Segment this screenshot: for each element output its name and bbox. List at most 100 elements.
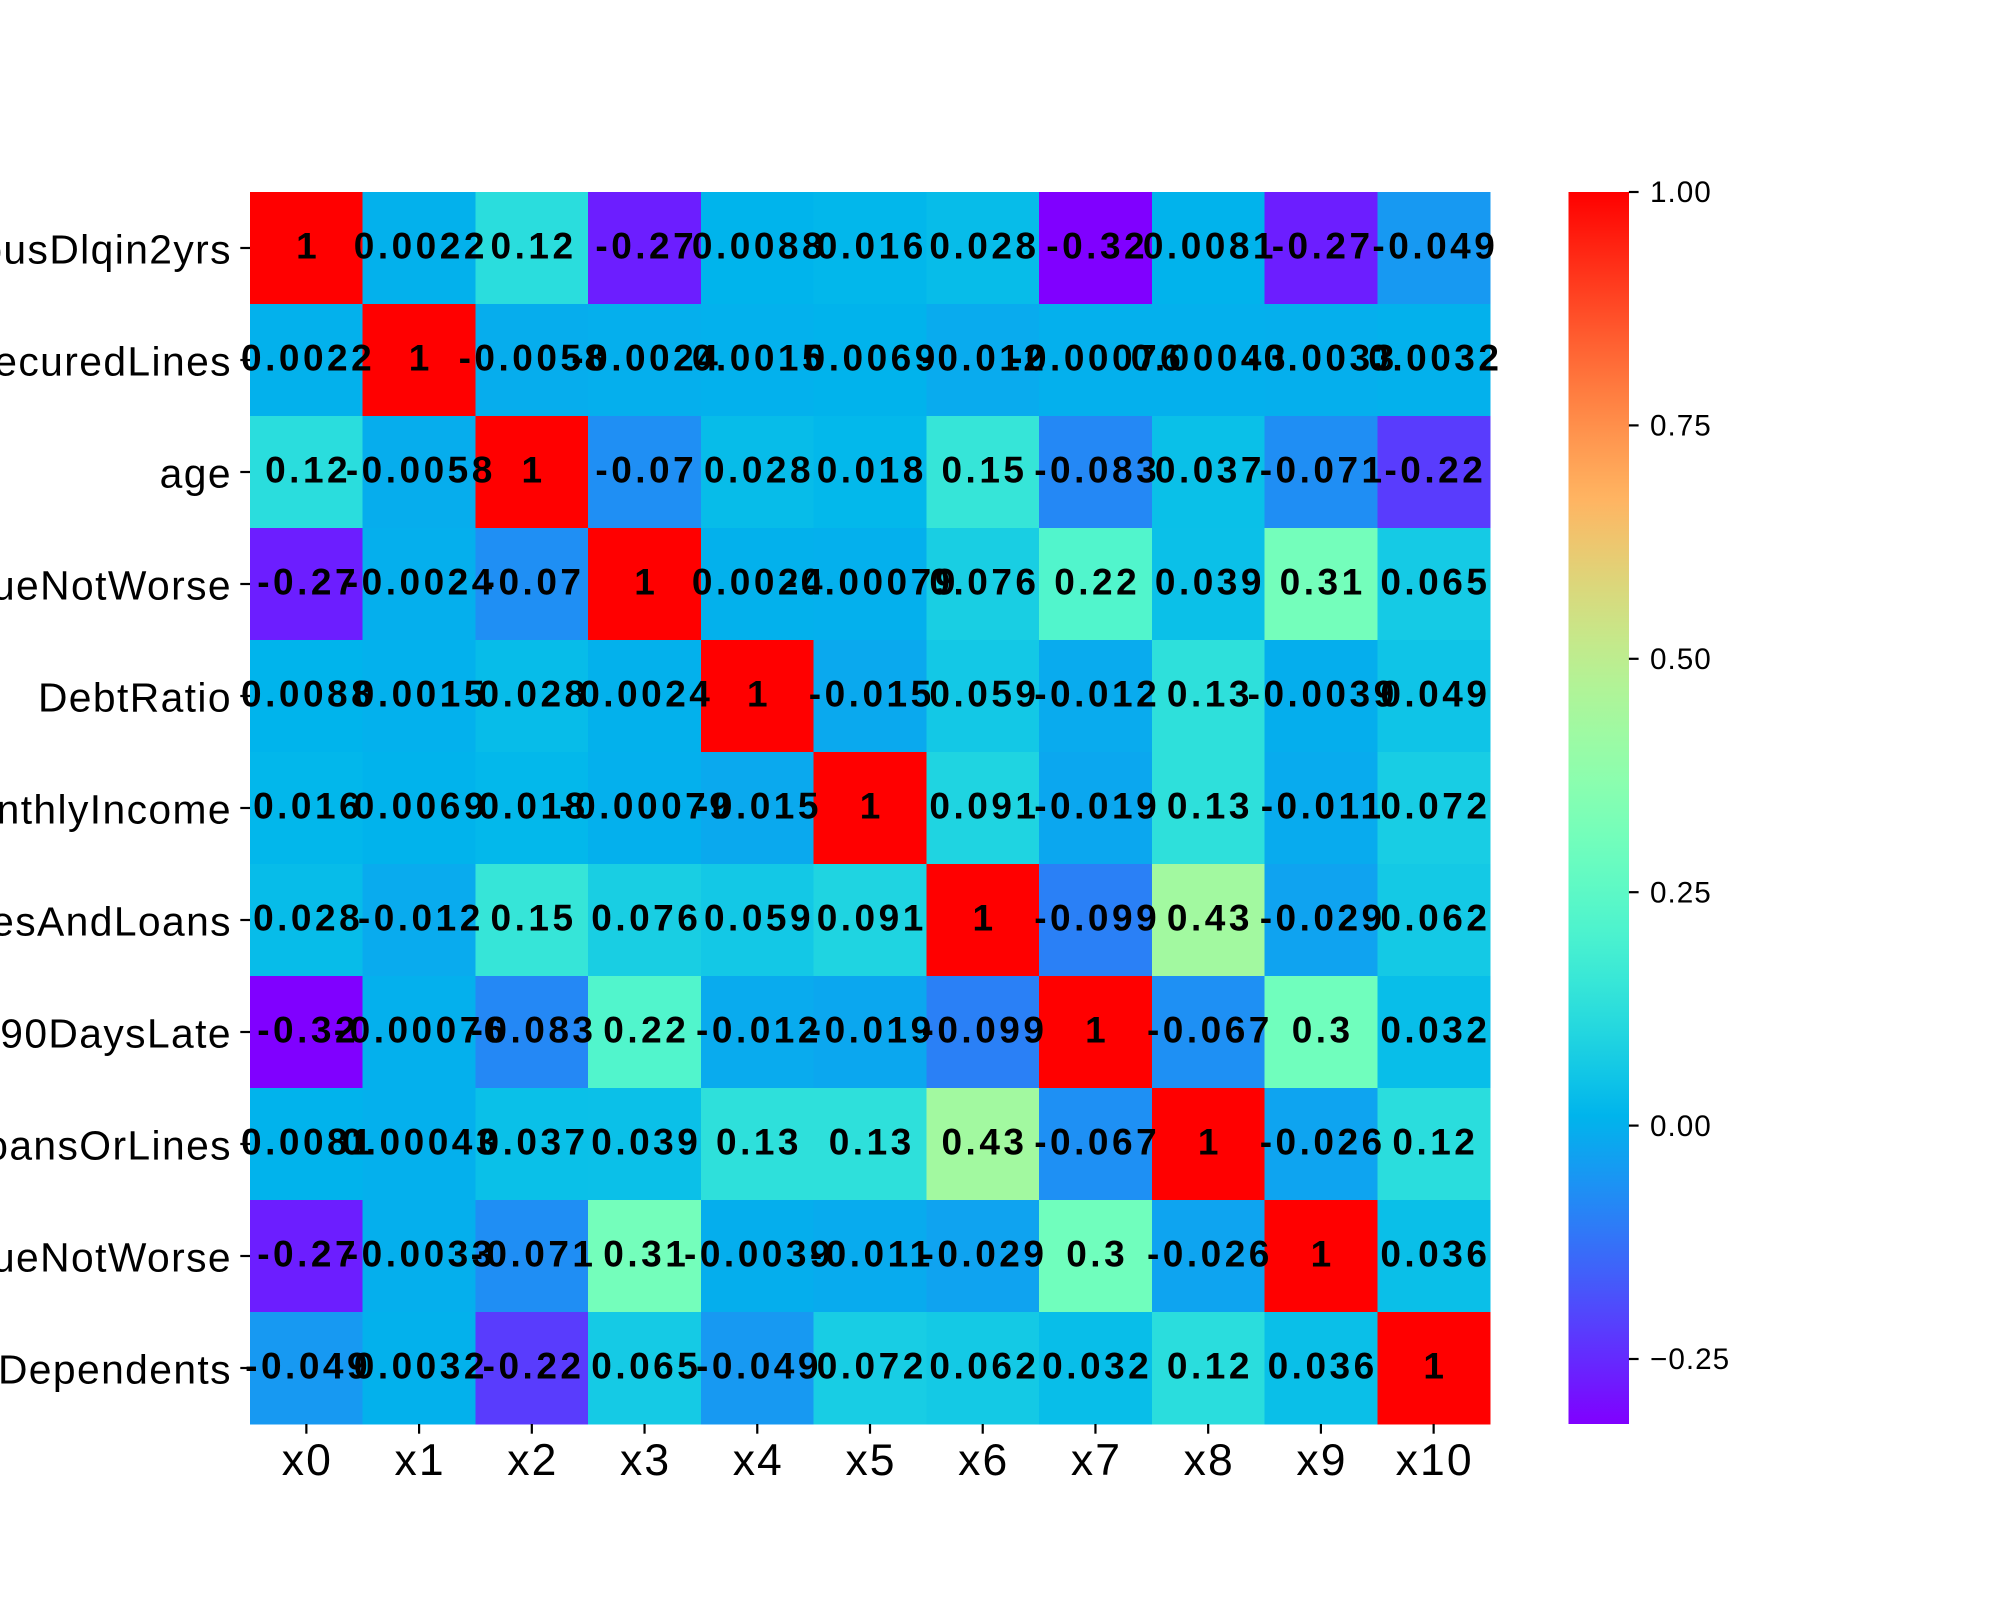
svg-text:-0.27: -0.27 xyxy=(595,225,697,266)
svg-text:-0.026: -0.026 xyxy=(1147,1233,1273,1274)
svg-text:0.0015: 0.0015 xyxy=(354,673,488,714)
svg-text:0.062: 0.062 xyxy=(929,1345,1039,1386)
svg-text:-0.019: -0.019 xyxy=(809,1009,935,1050)
svg-text:x9: x9 xyxy=(1296,1436,1347,1485)
svg-text:x7: x7 xyxy=(1071,1436,1122,1485)
svg-text:0.037: 0.037 xyxy=(1155,449,1265,490)
svg-text:MonthlyIncome: MonthlyIncome xyxy=(0,787,232,833)
svg-text:0.12: 0.12 xyxy=(1167,1345,1253,1386)
svg-text:-0.22: -0.22 xyxy=(483,1345,585,1386)
svg-text:NumberOfTimes90DaysLate: NumberOfTimes90DaysLate xyxy=(0,1011,232,1057)
svg-text:-0.32: -0.32 xyxy=(257,1009,359,1050)
svg-text:0.31: 0.31 xyxy=(1280,561,1366,602)
svg-text:-0.0039: -0.0039 xyxy=(684,1233,834,1274)
svg-text:x8: x8 xyxy=(1184,1436,1235,1485)
svg-text:x6: x6 xyxy=(958,1436,1009,1485)
svg-text:NumberOfTime60-89DaysPastDueNo: NumberOfTime60-89DaysPastDueNotWorse xyxy=(0,1235,232,1281)
svg-text:0.13: 0.13 xyxy=(1167,785,1253,826)
svg-text:0.0022: 0.0022 xyxy=(241,337,375,378)
svg-text:-0.32: -0.32 xyxy=(1046,225,1148,266)
svg-text:-0.071: -0.071 xyxy=(471,1233,597,1274)
svg-text:x10: x10 xyxy=(1396,1436,1474,1485)
svg-text:0.032: 0.032 xyxy=(1042,1345,1152,1386)
svg-text:-0.071: -0.071 xyxy=(1260,449,1386,490)
svg-text:0.028: 0.028 xyxy=(929,225,1039,266)
svg-text:0.036: 0.036 xyxy=(1380,1233,1490,1274)
svg-text:0.25: 0.25 xyxy=(1650,876,1712,909)
svg-text:0.43: 0.43 xyxy=(941,1121,1027,1162)
svg-text:0.065: 0.065 xyxy=(591,1345,701,1386)
svg-text:-0.029: -0.029 xyxy=(1260,897,1386,938)
svg-text:0.062: 0.062 xyxy=(1380,897,1490,938)
svg-text:0.091: 0.091 xyxy=(929,785,1039,826)
svg-text:x0: x0 xyxy=(282,1436,333,1485)
svg-text:0.039: 0.039 xyxy=(1155,561,1265,602)
svg-text:NumberOfOpenCreditLinesAndLoan: NumberOfOpenCreditLinesAndLoans xyxy=(0,899,232,945)
svg-text:0.032: 0.032 xyxy=(1380,1009,1490,1050)
svg-text:0.0088: 0.0088 xyxy=(241,673,375,714)
svg-text:-0.026: -0.026 xyxy=(1260,1121,1386,1162)
svg-text:0.50: 0.50 xyxy=(1650,643,1712,676)
svg-text:-0.22: -0.22 xyxy=(1384,449,1486,490)
svg-text:1: 1 xyxy=(1311,1233,1335,1274)
svg-text:-0.0033: -0.0033 xyxy=(346,1233,496,1274)
svg-text:-0.0058: -0.0058 xyxy=(459,337,609,378)
svg-text:0.076: 0.076 xyxy=(929,561,1039,602)
svg-text:0.00: 0.00 xyxy=(1650,1110,1712,1143)
svg-text:0.016: 0.016 xyxy=(817,225,927,266)
svg-text:-0.0033: -0.0033 xyxy=(1248,337,1398,378)
svg-text:1: 1 xyxy=(1423,1345,1447,1386)
svg-text:-0.099: -0.099 xyxy=(922,1009,1048,1050)
svg-text:-0.083: -0.083 xyxy=(1034,449,1160,490)
svg-text:-0.067: -0.067 xyxy=(1034,1121,1160,1162)
svg-text:0.028: 0.028 xyxy=(253,897,363,938)
svg-text:0.049: 0.049 xyxy=(1380,673,1490,714)
svg-text:-0.015: -0.015 xyxy=(696,785,822,826)
svg-text:0.0032: 0.0032 xyxy=(354,1345,488,1386)
svg-text:0.13: 0.13 xyxy=(829,1121,915,1162)
svg-text:SeriousDlqin2yrs: SeriousDlqin2yrs xyxy=(0,227,232,273)
svg-text:1.00: 1.00 xyxy=(1650,176,1712,209)
svg-text:-0.0039: -0.0039 xyxy=(1248,673,1398,714)
svg-text:RevolvingUtilizationOfUnsecure: RevolvingUtilizationOfUnsecuredLines xyxy=(0,339,232,385)
svg-text:1: 1 xyxy=(972,897,996,938)
svg-text:0.15: 0.15 xyxy=(491,897,577,938)
svg-text:0.0022: 0.0022 xyxy=(354,225,488,266)
svg-text:1: 1 xyxy=(409,337,433,378)
svg-text:-0.011: -0.011 xyxy=(810,1233,934,1274)
svg-text:x4: x4 xyxy=(733,1436,784,1485)
svg-text:0.00043: 0.00043 xyxy=(1131,337,1289,378)
svg-text:-0.00076: -0.00076 xyxy=(1010,337,1184,378)
svg-text:NumberOfDependents: NumberOfDependents xyxy=(0,1347,232,1393)
svg-text:1: 1 xyxy=(860,785,884,826)
svg-text:0.037: 0.037 xyxy=(479,1121,589,1162)
svg-text:1: 1 xyxy=(634,561,658,602)
svg-text:0.0088: 0.0088 xyxy=(692,225,826,266)
svg-text:NumberOfTime30-59DaysPastDueNo: NumberOfTime30-59DaysPastDueNotWorse xyxy=(0,563,232,609)
svg-text:0.018: 0.018 xyxy=(479,785,589,826)
svg-text:0.13: 0.13 xyxy=(1167,673,1253,714)
svg-text:0.22: 0.22 xyxy=(1054,561,1140,602)
svg-text:0.12: 0.12 xyxy=(1392,1121,1478,1162)
svg-text:1: 1 xyxy=(747,673,771,714)
svg-text:-0.0058: -0.0058 xyxy=(346,449,496,490)
svg-text:-0.00076: -0.00076 xyxy=(334,1009,508,1050)
svg-text:0.0024: 0.0024 xyxy=(692,561,826,602)
svg-text:-0.07: -0.07 xyxy=(483,561,585,602)
svg-text:x5: x5 xyxy=(845,1436,896,1485)
svg-text:0.028: 0.028 xyxy=(479,673,589,714)
svg-text:0.059: 0.059 xyxy=(929,673,1039,714)
svg-text:0.0015: 0.0015 xyxy=(692,337,826,378)
svg-text:0.059: 0.059 xyxy=(704,897,814,938)
svg-text:-0.00079: -0.00079 xyxy=(559,785,733,826)
svg-text:0.0032: 0.0032 xyxy=(1368,337,1502,378)
svg-text:0.072: 0.072 xyxy=(817,1345,927,1386)
svg-text:0.065: 0.065 xyxy=(1380,561,1490,602)
svg-text:1: 1 xyxy=(296,225,320,266)
svg-text:-0.019: -0.019 xyxy=(1034,785,1160,826)
svg-text:0.75: 0.75 xyxy=(1650,410,1712,443)
svg-text:-0.012: -0.012 xyxy=(1034,673,1160,714)
svg-text:-0.099: -0.099 xyxy=(1034,897,1160,938)
svg-text:x3: x3 xyxy=(620,1436,671,1485)
svg-text:-0.012: -0.012 xyxy=(358,897,484,938)
